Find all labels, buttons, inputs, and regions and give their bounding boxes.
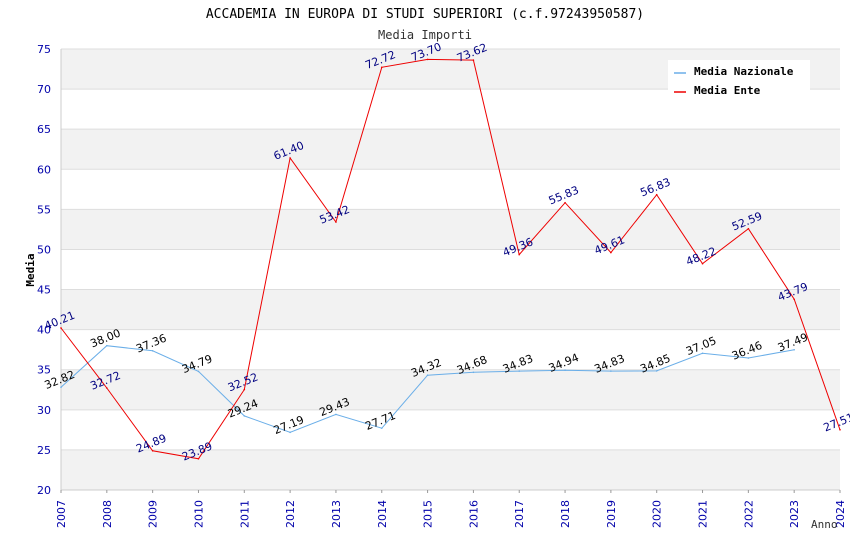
- y-tick-label: 25: [37, 444, 51, 457]
- data-point: [518, 370, 521, 372]
- data-point: [747, 357, 750, 359]
- data-label: 36.46: [730, 339, 764, 363]
- data-point: [197, 370, 200, 373]
- y-tick-labels: 20 25 30 35 40 45 50 55 60 65 70 75: [37, 43, 51, 497]
- band-30: [61, 369, 840, 410]
- data-point: [655, 193, 658, 196]
- x-tick-label: 2016: [467, 500, 480, 528]
- data-point: [197, 458, 200, 460]
- data-point: [243, 388, 246, 391]
- data-point: [793, 348, 795, 351]
- x-tick-label: 2021: [697, 500, 710, 528]
- data-label: 27.71: [363, 409, 397, 433]
- background-bands: [61, 49, 840, 490]
- data-label: 37.36: [134, 332, 168, 356]
- series-lines: [60, 58, 841, 460]
- data-point: [106, 344, 108, 347]
- data-point: [564, 201, 566, 204]
- y-tick-label: 40: [37, 324, 51, 337]
- y-tick-label: 75: [37, 43, 51, 56]
- x-tick-label: 2017: [513, 500, 526, 528]
- data-point: [701, 262, 704, 265]
- y-tick-label: 45: [37, 284, 51, 297]
- x-tick-label: 2022: [742, 500, 755, 528]
- data-point: [289, 157, 291, 159]
- legend-label-ente: Media Ente: [694, 84, 761, 97]
- x-tick-label: 2024: [834, 500, 847, 528]
- data-point: [60, 386, 62, 389]
- data-point: [472, 371, 475, 374]
- y-tick-label: 55: [37, 203, 51, 216]
- x-tick-label: 2007: [55, 500, 68, 528]
- band-50: [61, 209, 840, 250]
- x-tick-label: 2015: [422, 500, 435, 528]
- data-label: 37.49: [776, 331, 810, 355]
- data-point: [335, 221, 337, 223]
- data-point: [701, 352, 704, 355]
- legend-box: [668, 60, 810, 102]
- data-label: 27.51: [822, 411, 850, 435]
- y-tick-label: 65: [37, 123, 51, 136]
- data-point: [60, 327, 62, 329]
- data-point: [610, 251, 612, 254]
- x-tick-label: 2020: [651, 500, 664, 528]
- x-axis-label: Anno: [811, 518, 838, 531]
- data-label: 27.19: [272, 413, 306, 437]
- series-line-1: [60, 58, 841, 460]
- chart-title: ACCADEMIA IN EUROPA DI STUDI SUPERIORI (…: [206, 7, 644, 22]
- legend: Media Nazionale Media Ente: [668, 60, 810, 102]
- x-tick-label: 2018: [559, 500, 572, 528]
- x-tick-label: 2023: [788, 500, 801, 528]
- x-tick-label: 2010: [192, 500, 205, 528]
- data-point: [564, 369, 566, 372]
- data-point: [106, 387, 108, 389]
- x-tick-labels: 2007 2008 2009 2010 2011 2012 2013 2014 2015 2016…: [55, 500, 847, 528]
- y-tick-label: 20: [37, 484, 51, 497]
- x-tick-label: 2019: [605, 500, 618, 528]
- data-point: [426, 374, 429, 376]
- data-point: [518, 253, 521, 256]
- chart-subtitle: Media Importi: [378, 28, 472, 42]
- x-tick-label: 2011: [238, 500, 251, 528]
- data-point: [380, 427, 383, 429]
- data-point: [472, 59, 475, 61]
- y-tick-label: 70: [37, 83, 51, 96]
- data-point: [243, 415, 246, 417]
- x-tick-label: 2008: [101, 500, 114, 528]
- data-point: [380, 66, 383, 69]
- data-point: [289, 431, 291, 434]
- x-tick-label: 2012: [284, 500, 297, 528]
- x-tick-label: 2009: [147, 500, 160, 528]
- data-point: [747, 227, 750, 230]
- data-point: [793, 298, 795, 301]
- legend-label-nazionale: Media Nazionale: [694, 65, 794, 78]
- band-40: [61, 289, 840, 330]
- y-tick-label: 50: [37, 243, 51, 256]
- data-point: [655, 370, 658, 372]
- axes: [60, 49, 841, 493]
- band-60: [61, 129, 840, 170]
- x-tick-label: 2014: [376, 500, 389, 528]
- x-tick-label: 2013: [330, 500, 343, 528]
- y-tick-label: 60: [37, 163, 51, 176]
- y-tick-label: 30: [37, 404, 51, 417]
- y-axis-label: Media: [24, 253, 37, 286]
- data-point: [610, 370, 612, 372]
- data-point: [426, 58, 429, 61]
- band-20: [61, 449, 840, 490]
- y-tick-label: 35: [37, 364, 51, 377]
- data-point: [151, 350, 154, 352]
- grid-lines: [61, 48, 840, 491]
- data-point: [335, 413, 337, 416]
- data-point: [151, 449, 154, 452]
- data-point: [839, 428, 841, 431]
